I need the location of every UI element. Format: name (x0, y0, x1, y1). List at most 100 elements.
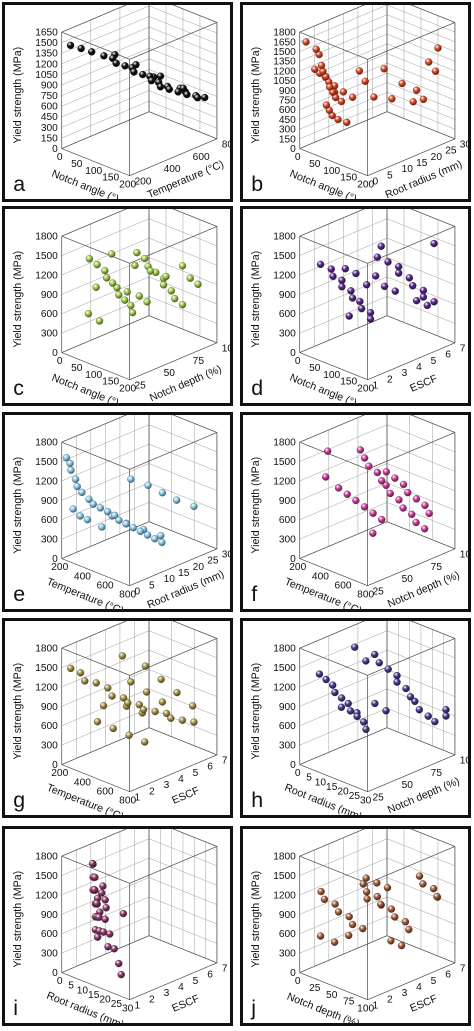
box-edge (410, 209, 456, 227)
x-tick-label: 10 (315, 777, 327, 788)
chart-panel-d: 0 300 600 900 1200 1500 1800 0 50 100 150 200 1 2 3 4 5 6… (240, 206, 471, 406)
box-edge (148, 935, 218, 964)
data-point (109, 724, 117, 733)
z-tick-label: 300 (41, 741, 58, 752)
x-tick-label: 25 (349, 791, 361, 802)
x-tick-label: 200 (357, 179, 374, 190)
box-edge (410, 829, 456, 847)
data-point (380, 282, 389, 291)
data-points (62, 454, 198, 547)
data-point (178, 716, 187, 724)
data-point (125, 731, 133, 739)
z-tick-label: 900 (279, 702, 296, 713)
box-edge (129, 638, 218, 676)
data-point (135, 292, 144, 300)
data-point (108, 279, 117, 287)
z-tick-label: 600 (41, 929, 58, 940)
data-point (431, 718, 439, 726)
data-point (201, 93, 209, 102)
z-axis-label: Yield strength (MPa) (12, 251, 24, 348)
data-point (312, 45, 320, 54)
data-point (100, 52, 108, 60)
z-tick-label: 1800 (273, 644, 296, 655)
panel-letter: b (251, 172, 263, 196)
z-tick-label: 1500 (35, 457, 58, 468)
data-point (77, 44, 85, 53)
data-point (423, 301, 431, 310)
y-tick-label: 4 (416, 982, 422, 993)
y-tick-label: 50 (164, 368, 176, 379)
data-point (139, 705, 148, 714)
data-point (397, 941, 406, 950)
box-edge (386, 727, 456, 756)
z-tick-label: 600 (279, 105, 296, 116)
data-point (383, 883, 392, 892)
data-point (399, 480, 408, 489)
data-point (127, 678, 135, 686)
z-tick-label: 1200 (273, 682, 296, 693)
axes-box (61, 829, 218, 1001)
x-tick-label: 100 (85, 370, 102, 381)
box-edge (367, 22, 456, 60)
x-tick-label: 200 (119, 383, 136, 394)
data-point (142, 688, 151, 696)
data-point (387, 905, 396, 913)
data-point (369, 509, 377, 517)
z-tick-label: 1200 (35, 270, 58, 281)
box-edge (367, 342, 456, 381)
data-points (316, 239, 438, 323)
y-tick-label: 10 (402, 164, 414, 175)
data-point (412, 296, 421, 305)
data-point (347, 287, 355, 295)
data-point (106, 930, 114, 938)
z-tick-label: 1800 (273, 28, 296, 39)
data-point (353, 712, 361, 721)
x-tick-label: 5 (68, 981, 74, 992)
box-edge (61, 111, 150, 149)
z-tick-label: 300 (279, 535, 296, 546)
data-point (395, 496, 403, 504)
data-point (387, 937, 395, 945)
data-point (429, 884, 438, 893)
data-points (316, 872, 442, 950)
data-point (133, 248, 141, 257)
y-tick-label: 7 (222, 756, 228, 767)
data-point (409, 282, 417, 290)
z-tick-label: 300 (41, 123, 58, 134)
box-edge (299, 441, 368, 470)
data-point (393, 671, 401, 680)
z-tick-label: 300 (41, 535, 58, 546)
z-gridline (299, 101, 456, 140)
x-tick-label: 800 (119, 795, 136, 806)
data-point (337, 703, 346, 711)
data-point (121, 62, 129, 70)
data-point (412, 86, 421, 94)
data-point (127, 301, 135, 310)
data-point (357, 304, 366, 313)
data-point (334, 908, 343, 916)
axes-box (61, 209, 218, 381)
y-tick-label: 75 (431, 768, 443, 779)
box-edge (410, 5, 456, 23)
data-point (359, 924, 367, 933)
y-tick-label: 1 (134, 1000, 140, 1011)
data-point (179, 84, 187, 93)
data-point (135, 701, 144, 709)
data-point (359, 880, 367, 888)
box-edge (299, 727, 388, 765)
y-tick-label: 15 (416, 158, 428, 169)
y-tick-label: 800 (222, 140, 230, 151)
z-tick-label: 600 (41, 721, 58, 732)
y-tick-label: 75 (193, 356, 205, 367)
tick-labels: 0 300 600 900 1200 1500 1800 200 400 600 800123456… (35, 644, 228, 807)
panel-letter: d (251, 376, 263, 400)
x-tick-label: 75 (343, 997, 355, 1008)
data-point (360, 718, 368, 726)
x-tick-label: 800 (119, 589, 136, 600)
y-axis-label: Notch depth (%) (148, 363, 224, 403)
box-edge (172, 829, 218, 847)
data-point (139, 70, 147, 79)
data-point (85, 495, 93, 503)
